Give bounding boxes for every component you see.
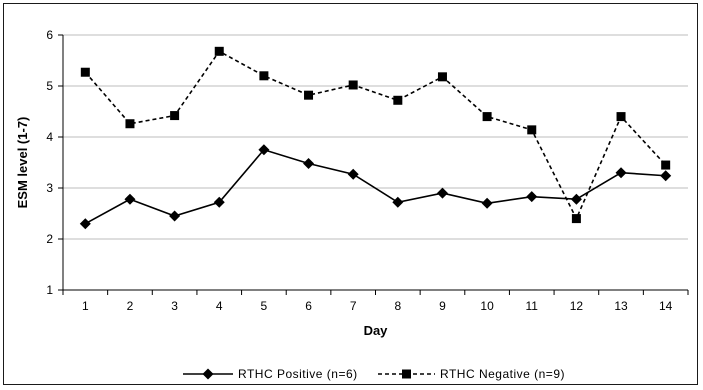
x-tick-label-5: 5	[261, 299, 268, 313]
axes	[58, 34, 689, 295]
data-point-day-2	[124, 193, 136, 205]
y-tick-label-6: 6	[46, 28, 53, 42]
x-tick-label-14: 14	[659, 299, 673, 313]
data-point-day-3	[169, 210, 181, 222]
data-point-day-8	[393, 95, 403, 105]
legend-marker	[402, 369, 411, 379]
legend-marker	[202, 368, 214, 380]
y-tick-label-4: 4	[46, 130, 53, 144]
data-point-day-8	[392, 196, 404, 208]
data-point-day-10	[482, 112, 492, 122]
data-point-day-7	[347, 168, 359, 180]
data-point-day-5	[259, 71, 269, 81]
data-point-day-10	[481, 197, 493, 209]
x-tick-label-9: 9	[439, 299, 446, 313]
data-point-day-5	[258, 144, 270, 156]
x-tick-label-2: 2	[127, 299, 134, 313]
data-point-day-1	[80, 67, 90, 77]
x-tick-labels: 1 2 3 4 5 6 7 8 9 10 11 12 13 14	[82, 299, 673, 313]
x-tick-label-3: 3	[171, 299, 178, 313]
data-point-day-4	[214, 46, 224, 56]
data-point-day-13	[616, 112, 626, 122]
series-line	[84, 50, 667, 221]
legend-item-rthc-positive	[183, 368, 233, 380]
data-point-day-6	[304, 90, 314, 100]
data-point-day-9	[436, 187, 448, 199]
data-point-day-4	[213, 196, 225, 208]
x-tick-label-13: 13	[614, 299, 628, 313]
chart-frame	[3, 3, 698, 385]
data-point-day-6	[303, 158, 315, 170]
x-tick-label-8: 8	[394, 299, 401, 313]
data-point-day-14	[660, 170, 672, 182]
y-tick-label-3: 3	[46, 181, 53, 195]
series	[79, 46, 672, 230]
data-point-day-1	[79, 218, 91, 230]
data-point-day-7	[348, 80, 358, 90]
x-tick-label-12: 12	[570, 299, 584, 313]
y-tick-label-1: 1	[46, 283, 53, 297]
data-point-day-9	[437, 72, 447, 82]
x-tick-label-1: 1	[82, 299, 89, 313]
data-point-day-12	[571, 214, 581, 224]
y-tick-label-5: 5	[46, 79, 53, 93]
series-line	[84, 148, 666, 225]
y-tick-label-2: 2	[46, 232, 53, 246]
data-point-day-2	[125, 119, 135, 129]
data-point-day-12	[570, 193, 582, 205]
legend-label-rthc-positive: RTHC Positive (n=6)	[238, 367, 358, 381]
data-point-day-13	[615, 167, 627, 179]
gridlines	[63, 34, 688, 240]
x-tick-label-7: 7	[350, 299, 357, 313]
data-point-day-14	[661, 160, 671, 170]
legend-label-rthc-negative: RTHC Negative (n=9)	[440, 367, 565, 381]
y-tick-labels: 1 2 3 4 5 6	[46, 28, 53, 297]
y-axis-title: ESM level (1-7)	[15, 117, 30, 209]
series-rthc-negative	[80, 46, 671, 224]
data-point-day-11	[526, 191, 538, 203]
x-tick-label-4: 4	[216, 299, 223, 313]
x-tick-label-10: 10	[480, 299, 494, 313]
x-tick-label-6: 6	[305, 299, 312, 313]
legend: RTHC Positive (n=6) RTHC Negative (n=9)	[183, 367, 565, 381]
series-rthc-positive	[79, 144, 672, 230]
data-point-day-3	[170, 111, 180, 121]
legend-item-rthc-negative	[378, 369, 435, 379]
x-tick-label-11: 11	[526, 299, 539, 313]
data-point-day-11	[527, 125, 537, 135]
x-axis-title: Day	[364, 323, 389, 338]
